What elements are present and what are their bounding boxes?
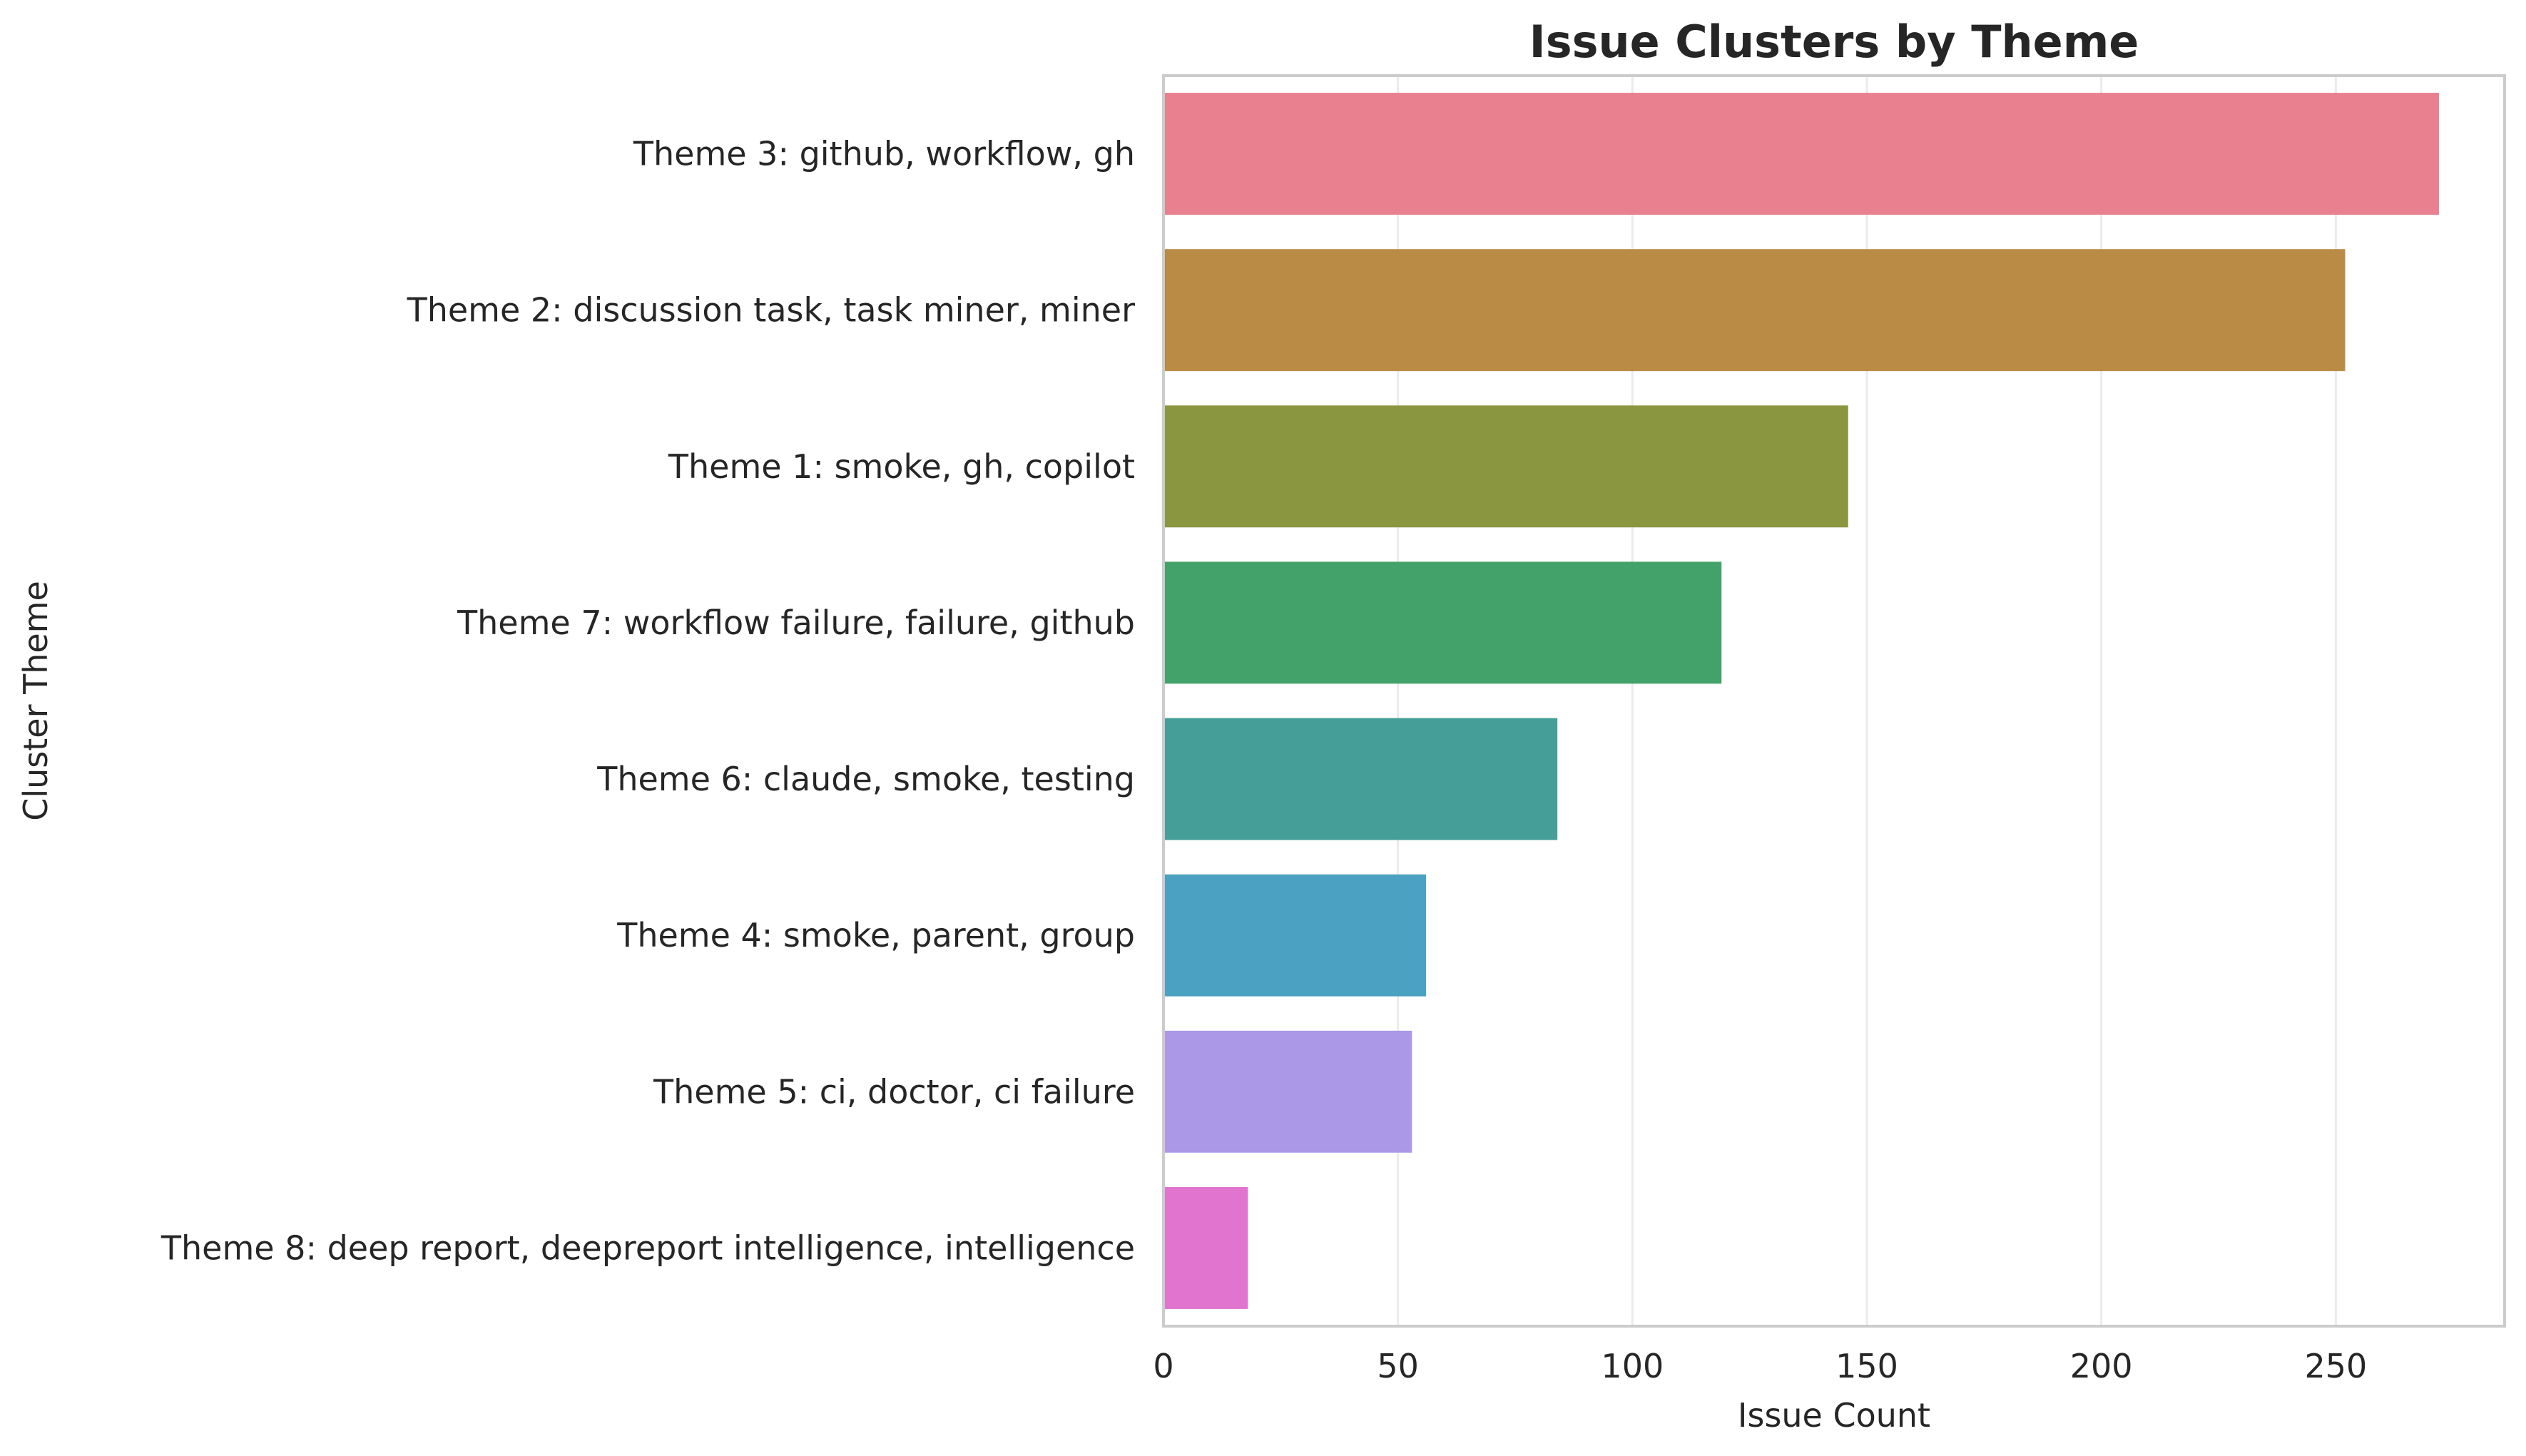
category-label-8: Theme 8: deep report, deepreport intelli…	[161, 1228, 1135, 1267]
y-axis-title: Cluster Theme	[16, 581, 55, 821]
category-label-6: Theme 4: smoke, parent, group	[616, 916, 1135, 954]
x-tick-label-4: 200	[2070, 1347, 2133, 1385]
bar-4	[1163, 561, 1722, 684]
category-labels: Theme 3: github, workflow, gh Theme 2: di…	[161, 135, 1135, 1268]
bar-3	[1163, 405, 1848, 528]
bar-7	[1163, 1030, 1412, 1153]
bar-1	[1163, 93, 2439, 215]
category-label-4: Theme 7: workflow failure, failure, gith…	[457, 604, 1135, 642]
bar-layer	[1163, 93, 2439, 1309]
x-tick-label-1: 50	[1377, 1347, 1419, 1385]
x-tick-label-3: 150	[1835, 1347, 1898, 1385]
chart-title: Issue Clusters by Theme	[1529, 16, 2139, 68]
category-label-2: Theme 2: discussion task, task miner, mi…	[407, 291, 1135, 330]
x-tick-label-0: 0	[1153, 1347, 1173, 1385]
x-tick-label-5: 250	[2304, 1347, 2367, 1385]
category-label-7: Theme 5: ci, doctor, ci failure	[653, 1072, 1135, 1111]
x-axis-title: Issue Count	[1738, 1396, 1930, 1435]
category-label-5: Theme 6: claude, smoke, testing	[596, 760, 1135, 798]
bar-6	[1163, 874, 1427, 997]
category-label-3: Theme 1: smoke, gh, copilot	[668, 447, 1135, 486]
plot-frame	[1162, 74, 2506, 1328]
x-tick-label-2: 100	[1601, 1347, 1664, 1385]
category-label-1: Theme 3: github, workflow, gh	[633, 135, 1135, 173]
bar-2	[1163, 249, 2346, 372]
spine-layer	[1162, 74, 2506, 1328]
bar-5	[1163, 718, 1558, 840]
x-tick-labels: 0 50 100 150 200 250	[1153, 1347, 2367, 1385]
bar-8	[1163, 1186, 1248, 1309]
